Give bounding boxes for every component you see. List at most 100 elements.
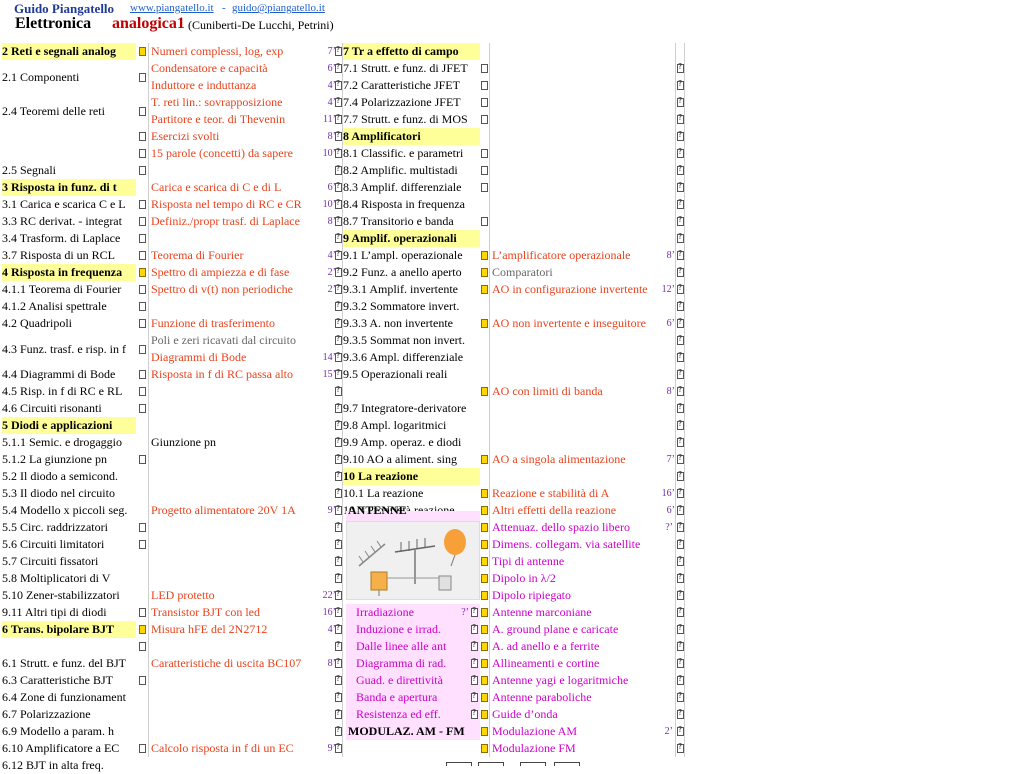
quiz-icon[interactable] — [677, 402, 684, 413]
antenne-lesson-link[interactable]: Antenne marconiane — [492, 605, 592, 619]
quiz-icon[interactable] — [335, 385, 342, 396]
quiz-icon[interactable] — [335, 113, 342, 124]
quiz-icon[interactable] — [335, 555, 342, 566]
quiz-icon[interactable] — [677, 725, 684, 736]
quiz-icon[interactable] — [677, 334, 684, 345]
quiz-icon[interactable] — [677, 317, 684, 328]
quiz-icon[interactable] — [677, 504, 684, 515]
quiz-icon[interactable] — [335, 589, 342, 600]
document-icon[interactable] — [481, 387, 488, 396]
document-icon[interactable] — [481, 115, 488, 124]
lesson-link[interactable]: L’amplificatore operazionale — [492, 248, 631, 262]
antenne-lesson-link[interactable]: Allineamenti e cortine — [492, 656, 600, 670]
lesson-link[interactable]: Transistor BJT con led — [151, 605, 261, 619]
email-link[interactable]: guido@piangatello.it — [232, 2, 325, 14]
antenne-lesson-link[interactable]: Modulazione FM — [492, 741, 576, 755]
quiz-icon[interactable] — [335, 419, 342, 430]
document-icon[interactable] — [139, 370, 146, 379]
document-icon[interactable] — [139, 676, 146, 685]
quiz-icon[interactable] — [677, 521, 684, 532]
quiz-icon[interactable] — [335, 266, 342, 277]
document-icon[interactable] — [481, 608, 488, 617]
antenne-lesson-link[interactable]: Resistenza ed eff. — [356, 707, 441, 721]
lesson-link[interactable]: Caratteristiche di uscita BC107 — [151, 656, 302, 670]
quiz-icon[interactable] — [335, 402, 342, 413]
quiz-icon[interactable] — [335, 470, 342, 481]
document-icon[interactable] — [481, 149, 488, 158]
document-icon[interactable] — [139, 217, 146, 226]
document-icon[interactable] — [481, 693, 488, 702]
quiz-icon[interactable] — [677, 742, 684, 753]
document-icon[interactable] — [481, 251, 488, 260]
document-icon[interactable] — [139, 455, 146, 464]
document-icon[interactable] — [139, 523, 146, 532]
lesson-link[interactable]: Diagrammi di Bode — [151, 350, 247, 364]
quiz-icon[interactable] — [335, 351, 342, 362]
document-icon[interactable] — [139, 234, 146, 243]
lesson-link[interactable]: Spettro di v(t) non periodiche — [151, 282, 293, 296]
document-icon[interactable] — [139, 251, 146, 260]
lesson-link[interactable]: Altri effetti della reazione — [492, 503, 617, 517]
document-icon[interactable] — [481, 523, 488, 532]
quiz-icon[interactable] — [335, 45, 342, 56]
antenne-lesson-link[interactable]: Dipolo in λ/2 — [492, 571, 556, 585]
lesson-link[interactable]: Reazione e stabilità di A — [492, 486, 610, 500]
quiz-icon[interactable] — [677, 283, 684, 294]
quiz-icon[interactable] — [677, 130, 684, 141]
quiz-icon[interactable] — [471, 606, 478, 617]
antenne-lesson-link[interactable]: Banda e apertura — [356, 690, 438, 704]
quiz-icon[interactable] — [335, 436, 342, 447]
lesson-link[interactable]: LED protetto — [151, 588, 215, 602]
quiz-icon[interactable] — [335, 96, 342, 107]
lesson-link[interactable]: Spettro di ampiezza e di fase — [151, 265, 290, 279]
document-icon[interactable] — [481, 676, 488, 685]
antenne-lesson-link[interactable]: Induzione e irrad. — [356, 622, 441, 636]
lesson-link[interactable]: AO in configurazione invertente — [492, 282, 648, 296]
document-icon[interactable] — [139, 319, 146, 328]
document-icon[interactable] — [481, 744, 488, 753]
quiz-icon[interactable] — [677, 708, 684, 719]
quiz-icon[interactable] — [677, 181, 684, 192]
quiz-icon[interactable] — [677, 487, 684, 498]
quiz-icon[interactable] — [335, 232, 342, 243]
antenne-lesson-link[interactable]: Modulazione AM — [492, 724, 577, 738]
lesson-link[interactable]: T. reti lin.: sovrapposizione — [151, 95, 283, 109]
lesson-link[interactable]: Induttore e induttanza — [151, 78, 257, 92]
lesson-link[interactable]: Progetto alimentatore 20V 1A — [151, 503, 296, 517]
quiz-icon[interactable] — [677, 147, 684, 158]
lesson-link[interactable]: Condensatore e capacità — [151, 61, 268, 75]
quiz-icon[interactable] — [677, 215, 684, 226]
document-icon[interactable] — [139, 268, 146, 277]
antenne-lesson-link[interactable]: Dalle linee alle ant — [356, 639, 447, 653]
quiz-icon[interactable] — [677, 385, 684, 396]
document-icon[interactable] — [481, 98, 488, 107]
quiz-icon[interactable] — [677, 62, 684, 73]
quiz-icon[interactable] — [335, 623, 342, 634]
document-icon[interactable] — [481, 625, 488, 634]
document-icon[interactable] — [481, 710, 488, 719]
document-icon[interactable] — [481, 319, 488, 328]
document-icon[interactable] — [481, 183, 488, 192]
website-link[interactable]: www.piangatello.it — [130, 2, 214, 14]
quiz-icon[interactable] — [471, 657, 478, 668]
document-icon[interactable] — [139, 625, 146, 634]
quiz-icon[interactable] — [471, 623, 478, 634]
document-icon[interactable] — [139, 404, 146, 413]
document-icon[interactable] — [481, 64, 488, 73]
quiz-icon[interactable] — [677, 555, 684, 566]
lesson-link[interactable]: Numeri complessi, log, exp — [151, 44, 284, 58]
document-icon[interactable] — [481, 455, 488, 464]
lesson-link[interactable]: Definiz./propr trasf. di Laplace — [151, 214, 300, 228]
quiz-icon[interactable] — [335, 334, 342, 345]
quiz-icon[interactable] — [677, 674, 684, 685]
quiz-icon[interactable] — [335, 164, 342, 175]
antenne-lesson-link[interactable]: Guad. e direttività — [356, 673, 443, 687]
antenne-lesson-link[interactable]: A. ground plane e caricate — [492, 622, 619, 636]
antenne-lesson-link[interactable]: Antenne yagi e logaritmiche — [492, 673, 629, 687]
quiz-icon[interactable] — [677, 657, 684, 668]
quiz-icon[interactable] — [677, 453, 684, 464]
document-icon[interactable] — [139, 285, 146, 294]
document-icon[interactable] — [481, 557, 488, 566]
antenne-lesson-link[interactable]: Diagramma di rad. — [356, 656, 447, 670]
document-icon[interactable] — [139, 200, 146, 209]
